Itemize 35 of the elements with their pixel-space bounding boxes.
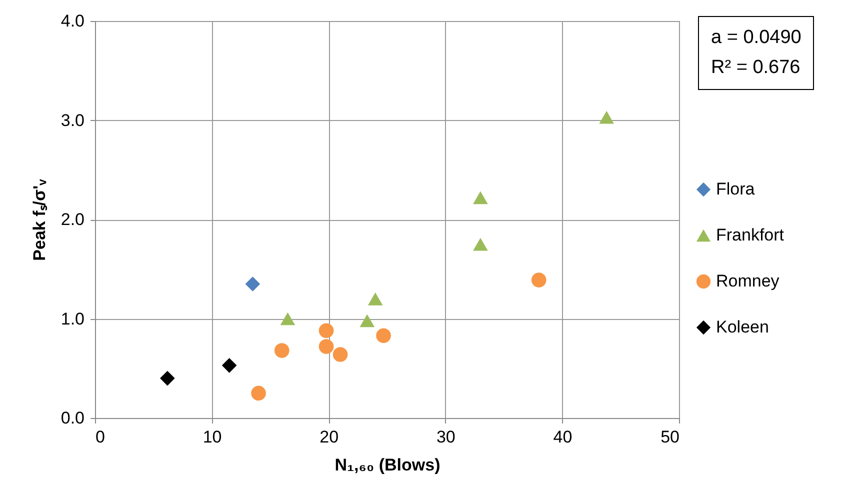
x-tick-label: 40	[553, 428, 572, 446]
y-tick-label: 0.0	[60, 408, 84, 428]
point	[251, 386, 266, 401]
legend-label: Flora	[716, 180, 756, 198]
point	[274, 343, 290, 358]
point	[318, 323, 334, 338]
y-tick-label: 3.0	[60, 110, 84, 130]
point	[360, 314, 375, 328]
point	[318, 339, 334, 354]
text: a = 0.0490	[711, 26, 802, 50]
point	[332, 347, 348, 362]
legend-label: Romney	[716, 272, 780, 290]
x-tick-label: 0	[96, 428, 105, 446]
point	[376, 328, 391, 344]
point	[599, 110, 614, 124]
point	[245, 276, 260, 292]
y-tick-label: 2.0	[60, 210, 84, 229]
point	[280, 312, 296, 326]
legend-label: Koleen	[716, 318, 769, 336]
point	[531, 272, 546, 288]
point	[222, 358, 237, 373]
text: R² = 0.676	[711, 56, 802, 80]
x-tick-label: 50	[660, 428, 680, 446]
point	[473, 238, 488, 251]
point	[473, 191, 488, 204]
y-axis-title: Peak fₛ/σ'ᵥ	[30, 178, 49, 261]
point	[368, 292, 383, 306]
x-tick-label: 10	[202, 428, 222, 446]
x-tick-label: 20	[320, 428, 339, 446]
legend-label: Frankfort	[716, 226, 784, 244]
point	[160, 370, 175, 386]
x-tick-label: 30	[436, 428, 456, 446]
y-tick-label: 4.0	[60, 12, 84, 30]
x-axis-title: N₁,₆₀ (Blows)	[334, 456, 440, 474]
y-tick-label: 1.0	[60, 309, 84, 328]
